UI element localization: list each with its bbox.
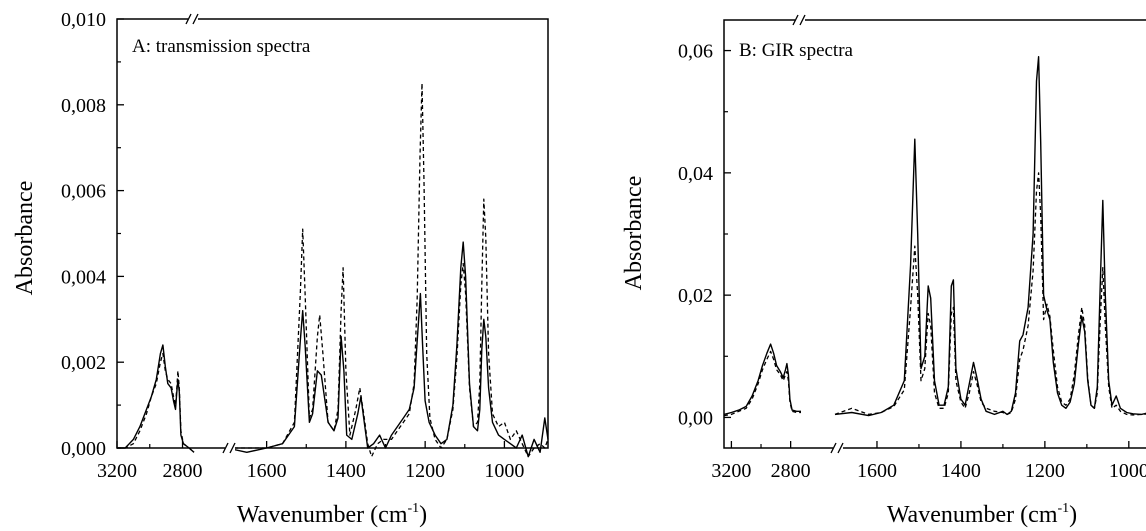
panel-b-y-tick-label: 0,00 [678,407,713,429]
panel-a-dashed-spectrum-line [227,82,549,458]
panel-b-x-tick-label: 2800 [771,460,811,482]
panel-b-x-tick-label: 1600 [857,460,897,482]
panel-b-x-tick-label: 1200 [1025,460,1065,482]
panel-a-y-tick-label: 0,000 [61,438,106,460]
panel-b-x-axis-title-main: Wavenumber (cm [887,502,1058,528]
panel-b-x-tick-label: 1000 [1109,460,1146,482]
panel-b-solid-spectrum-line [723,343,801,416]
panel-a-y-tick-label: 0,006 [61,181,106,203]
panel-a-x-tick-label: 1600 [247,460,287,482]
panel-a-x-axis-title-close: ) [419,502,427,528]
panel-a-x-axis-title: Wavenumber (cm-1) [237,501,427,528]
panel-a-spectra-lines [117,82,549,458]
panel-a-transmission-spectra: A: transmission spectra Absorbance Waven… [12,9,549,528]
panel-a-x-tick-label: 3200 [97,460,137,482]
panel-b-spectra-lines [723,56,1146,417]
panel-a-solid-spectrum-line [117,344,195,453]
panel-b-dashed-spectrum-line [834,172,1146,416]
panel-a-y-tick-label: 0,002 [61,352,106,374]
panel-a-y-tick-label: 0,004 [61,266,106,288]
panel-a-x-tick-label: 1000 [484,460,524,482]
panel-a-y-tick-label: 0,010 [61,9,106,31]
panel-a-solid-spectrum-line [226,241,549,458]
panel-a-axis-ticks: 0,000 0,002 0,004 0,006 0,008 0,010 3200 2800 16… [61,9,524,482]
panel-b-x-tick-label: 3200 [711,460,751,482]
panel-b-y-tick-label: 0,06 [678,41,713,63]
panel-b-dashed-spectrum-line [723,350,801,417]
panel-b-solid-spectrum-line [834,56,1146,417]
panel-b-gir-spectra: B: GIR spectra Absorbance Wavenumber (cm… [621,14,1146,528]
panel-a-x-axis-title-sup: -1 [408,501,420,516]
panel-a-x-tick-label: 2800 [163,460,203,482]
panel-a-y-tick-label: 0,008 [61,95,106,117]
panel-b-x-axis-title: Wavenumber (cm-1) [887,501,1077,528]
panel-a-y-axis-title: Absorbance [12,181,38,296]
panel-a-x-axis-title-main: Wavenumber (cm [237,502,408,528]
panel-b-y-tick-label: 0,04 [678,163,713,185]
panel-b-axis-break-top [792,14,806,26]
panel-a-dashed-spectrum-line [117,352,195,453]
panel-b-axis-ticks: 0,00 0,02 0,04 0,06 3200 2800 1600 1400 1200 1000 [678,41,1146,482]
panel-a-title: A: transmission spectra [132,36,311,57]
panel-b-x-tick-label: 1400 [941,460,981,482]
panel-b-axis-break-bottom [830,442,844,454]
panel-b-y-tick-label: 0,02 [678,285,713,307]
panel-a-x-tick-label: 1400 [326,460,366,482]
panel-b-y-axis-title: Absorbance [621,176,647,291]
panel-b-x-axis-title-close: ) [1069,502,1077,528]
panel-a-axis-break-bottom [222,442,236,454]
panel-a-x-tick-label: 1200 [405,460,445,482]
panel-b-title: B: GIR spectra [739,40,854,61]
panel-a-axis-break-top [185,13,199,25]
panel-b-x-axis-title-sup: -1 [1058,501,1070,516]
